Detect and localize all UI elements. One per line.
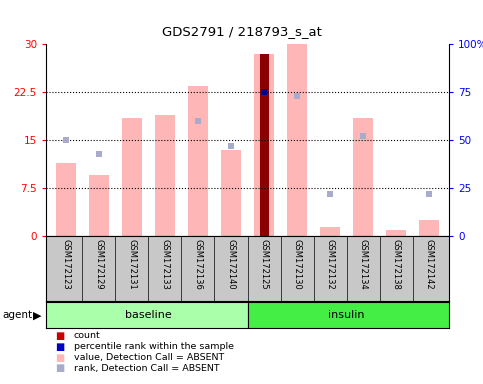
Bar	[386, 230, 406, 236]
Text: baseline: baseline	[125, 310, 172, 320]
Text: GSM172136: GSM172136	[194, 240, 202, 290]
Bar	[320, 227, 340, 236]
Text: GSM172134: GSM172134	[359, 240, 368, 290]
Bar	[248, 302, 449, 328]
Bar	[122, 118, 142, 236]
Bar	[89, 175, 109, 236]
Bar	[188, 86, 208, 236]
Text: count: count	[74, 331, 100, 341]
Text: GSM172125: GSM172125	[259, 240, 269, 290]
Bar	[259, 54, 269, 236]
Text: GSM172140: GSM172140	[227, 240, 236, 290]
Text: insulin: insulin	[328, 310, 365, 320]
Text: value, Detection Call = ABSENT: value, Detection Call = ABSENT	[74, 353, 224, 362]
Bar	[254, 54, 274, 236]
Text: GSM172131: GSM172131	[128, 240, 136, 290]
Bar	[46, 302, 248, 328]
Text: GSM172133: GSM172133	[160, 240, 170, 290]
Text: ■: ■	[56, 353, 65, 362]
Text: rank, Detection Call = ABSENT: rank, Detection Call = ABSENT	[74, 364, 220, 373]
Text: ■: ■	[56, 331, 65, 341]
Text: GSM172132: GSM172132	[326, 240, 335, 290]
Bar	[419, 220, 439, 236]
Bar	[56, 162, 76, 236]
Text: GSM172130: GSM172130	[293, 240, 301, 290]
Text: ■: ■	[56, 363, 65, 373]
Text: ▶: ▶	[33, 310, 42, 320]
Text: GDS2791 / 218793_s_at: GDS2791 / 218793_s_at	[161, 25, 322, 38]
Text: GSM172138: GSM172138	[392, 240, 401, 290]
Text: ■: ■	[56, 342, 65, 352]
Bar	[155, 114, 175, 236]
Text: GSM172142: GSM172142	[425, 240, 434, 290]
Text: percentile rank within the sample: percentile rank within the sample	[74, 342, 234, 351]
Bar	[221, 150, 241, 236]
Bar	[287, 44, 307, 236]
Text: agent: agent	[2, 310, 32, 320]
Text: GSM172129: GSM172129	[94, 240, 103, 290]
Text: GSM172123: GSM172123	[61, 240, 70, 290]
Bar	[354, 118, 373, 236]
